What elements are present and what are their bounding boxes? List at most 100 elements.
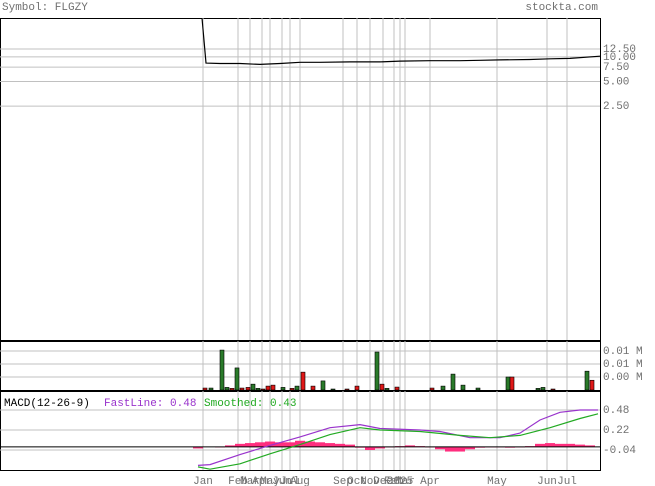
bar: [509, 376, 515, 391]
bar: [344, 388, 350, 391]
bar: [265, 441, 275, 447]
source: stockta.com: [525, 2, 598, 14]
y-tick-label: 0.48: [603, 405, 629, 417]
y-tick-label: 7.50: [603, 62, 629, 74]
bar: [234, 367, 240, 391]
bar: [202, 387, 208, 391]
bar: [335, 443, 345, 447]
bar: [555, 443, 565, 447]
bar: [429, 387, 435, 391]
x-tick-label: Apr: [420, 476, 440, 486]
bar: [374, 351, 380, 391]
y-tick-label: 2.50: [603, 101, 629, 113]
bar: [475, 387, 481, 391]
bar: [535, 443, 545, 447]
bar: [405, 445, 415, 447]
bar: [460, 384, 466, 391]
x-tick-label: May: [487, 476, 507, 486]
bar: [285, 442, 295, 447]
x-tick-label: Feb: [384, 476, 404, 486]
x-tick-label: Nov: [360, 476, 380, 486]
bar: [224, 387, 230, 391]
bar: [265, 385, 271, 391]
bar: [305, 441, 315, 447]
x-tick-label: Dec: [373, 476, 393, 486]
bar: [465, 446, 475, 450]
bar: [325, 443, 335, 447]
x-tick-label: Jun: [537, 476, 557, 486]
bar: [280, 387, 286, 391]
bar: [289, 388, 295, 391]
bar: [440, 385, 446, 391]
bar: [545, 443, 555, 447]
bar: [589, 379, 595, 391]
bar: [229, 388, 235, 391]
x-tick-label: Apr: [252, 476, 272, 486]
bar: [320, 380, 326, 391]
y-tick-label: 0.01 M: [603, 359, 643, 371]
bar: [394, 386, 400, 391]
bar: [365, 446, 375, 450]
bar: [245, 387, 251, 391]
bar: [585, 445, 595, 447]
legend-entry: Smoothed: 0.43: [204, 398, 296, 410]
bar: [294, 385, 300, 391]
bar: [255, 442, 265, 447]
bar: [295, 440, 305, 447]
bar: [505, 376, 511, 391]
y-tick-label: 5.00: [603, 76, 629, 88]
x-tick-label: May: [260, 476, 280, 486]
x-tick-label: Mar: [240, 476, 260, 486]
bar: [330, 388, 336, 391]
macd-title: MACD(12-26-9): [4, 398, 90, 410]
line: [197, 409, 598, 466]
bar: [550, 388, 556, 391]
bar: [219, 349, 225, 391]
bar: [235, 443, 245, 447]
y-tick-label: 0.22: [603, 425, 629, 437]
bar: [450, 373, 456, 391]
bar: [225, 445, 235, 447]
x-tick-label: Jul: [557, 476, 577, 486]
x-tick-label: Oct: [347, 476, 367, 486]
x-tick-label: Jan: [193, 476, 213, 486]
y-tick-label: -0.04: [603, 445, 636, 457]
legend-entry: FastLine: 0.48: [104, 398, 196, 410]
bar: [310, 385, 316, 391]
bar: [270, 384, 276, 391]
y-tick-label: 10.00: [603, 52, 636, 64]
bar: [250, 383, 256, 391]
bar: [565, 443, 575, 447]
y-tick-label: 0.00 M: [603, 372, 643, 384]
bar: [239, 387, 245, 391]
chart-title: Symbol: FLGZY: [2, 2, 88, 14]
bar: [193, 446, 203, 449]
bar: [255, 388, 261, 391]
x-tick-label: Sep: [333, 476, 353, 486]
bar: [300, 371, 306, 391]
x-tick-label: Jun: [272, 476, 292, 486]
bar: [315, 442, 325, 447]
bar: [445, 446, 455, 452]
bar: [275, 442, 285, 447]
x-tick-label: 2025: [387, 476, 413, 486]
bar: [540, 387, 546, 391]
bar: [208, 387, 214, 391]
y-tick-label: 12.50: [603, 44, 636, 56]
bar: [379, 383, 385, 391]
bar: [575, 444, 585, 447]
bar: [384, 388, 390, 391]
bar: [245, 443, 255, 447]
bar: [535, 388, 541, 391]
bar: [260, 388, 266, 391]
x-tick-label: Aug: [290, 476, 310, 486]
line: [197, 413, 599, 470]
y-tick-label: 0.01 M: [603, 346, 643, 358]
bar: [435, 446, 445, 450]
bar: [345, 444, 355, 447]
bar: [354, 385, 360, 391]
bar: [584, 370, 590, 391]
line: [201, 17, 601, 66]
bar: [375, 446, 385, 449]
